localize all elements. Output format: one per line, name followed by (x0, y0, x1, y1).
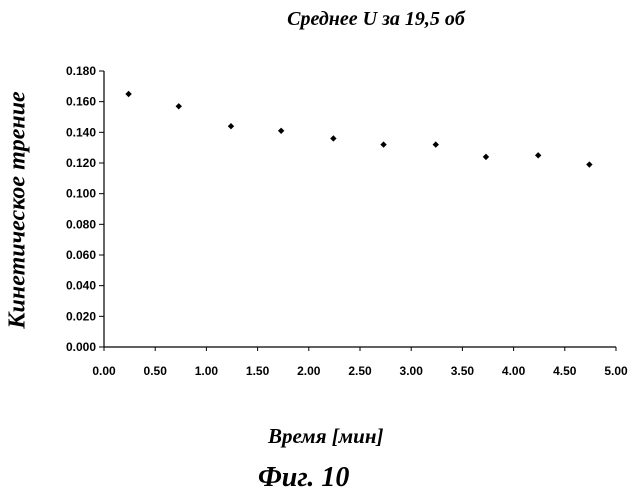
y-tick-label: 0.080 (66, 217, 96, 231)
data-point (535, 152, 541, 158)
figure-caption: Фиг. 10 (258, 462, 349, 494)
x-tick-label: 0.00 (92, 364, 116, 378)
x-ticks: 0.00 0.50 1.00 1.50 2.00 2.50 3.00 3.50 4.00 4.50… (92, 347, 628, 378)
y-tick-label: 0.020 (66, 309, 96, 323)
y-tick-label: 0.180 (66, 64, 96, 78)
data-point (330, 135, 336, 141)
chart-plot: 0.000 0.020 0.040 0.060 0.080 0.100 0.120 0.140… (0, 0, 642, 420)
data-point (586, 161, 592, 167)
data-point (125, 91, 131, 97)
x-tick-label: 2.50 (348, 364, 372, 378)
y-tick-label: 0.140 (66, 125, 96, 139)
data-point (380, 141, 386, 147)
data-point (278, 128, 284, 134)
x-tick-label: 2.00 (297, 364, 321, 378)
y-tick-label: 0.000 (66, 340, 96, 354)
data-point (228, 123, 234, 129)
data-point (176, 103, 182, 109)
x-tick-label: 0.50 (144, 364, 168, 378)
y-tick-label: 0.100 (66, 187, 96, 201)
axes (104, 71, 616, 347)
x-tick-label: 1.00 (195, 364, 219, 378)
data-point (433, 141, 439, 147)
x-tick-label: 5.00 (604, 364, 628, 378)
y-ticks: 0.000 0.020 0.040 0.060 0.080 0.100 0.120 0.140… (66, 64, 104, 354)
x-tick-label: 3.50 (451, 364, 475, 378)
y-tick-label: 0.040 (66, 279, 96, 293)
x-tick-label: 3.00 (400, 364, 424, 378)
y-tick-label: 0.060 (66, 248, 96, 262)
x-tick-label: 4.50 (553, 364, 577, 378)
y-tick-label: 0.160 (66, 95, 96, 109)
y-tick-label: 0.120 (66, 156, 96, 170)
data-points (125, 91, 592, 168)
x-axis-label: Время [мин] (268, 424, 383, 449)
x-tick-label: 4.00 (502, 364, 526, 378)
x-tick-label: 1.50 (246, 364, 270, 378)
data-point (483, 154, 489, 160)
